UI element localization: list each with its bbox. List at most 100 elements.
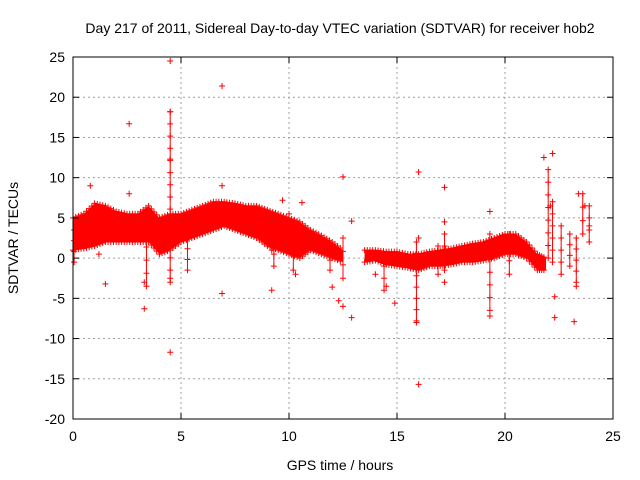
data-point	[545, 242, 552, 249]
data-point	[441, 279, 448, 286]
data-point	[145, 202, 152, 209]
data-point	[396, 249, 403, 256]
data-point	[448, 245, 454, 252]
data-point	[413, 261, 420, 268]
data-point	[234, 227, 241, 234]
x-tick-label: 10	[281, 428, 297, 444]
data-point	[107, 205, 114, 212]
data-point	[229, 225, 236, 232]
data-point	[545, 179, 552, 186]
data-point	[219, 182, 226, 189]
y-tick-label: -10	[45, 331, 65, 347]
data-point	[237, 228, 244, 235]
data-point	[506, 257, 513, 264]
data-point	[210, 226, 217, 233]
data-point	[549, 259, 556, 266]
data-point	[91, 243, 98, 250]
data-point	[277, 211, 284, 218]
data-point	[196, 231, 203, 238]
data-point	[566, 252, 573, 259]
data-point	[329, 284, 336, 291]
data-point	[94, 201, 101, 208]
data-point	[148, 205, 155, 212]
x-tick-label: 20	[497, 428, 513, 444]
data-point	[290, 267, 297, 274]
data-point	[253, 202, 260, 209]
data-point	[545, 166, 552, 173]
data-point	[275, 247, 282, 254]
data-point	[310, 228, 317, 235]
data-point	[315, 231, 322, 238]
data-point	[415, 169, 422, 176]
data-point	[418, 266, 425, 273]
data-point	[558, 235, 565, 241]
data-point	[294, 254, 301, 261]
data-point	[94, 242, 101, 249]
data-point	[413, 250, 420, 257]
data-point	[493, 254, 500, 261]
data-point	[180, 238, 187, 245]
data-point	[340, 261, 346, 268]
data-point	[191, 233, 198, 240]
data-point	[279, 197, 286, 204]
data-point	[404, 264, 411, 271]
data-point	[167, 230, 174, 237]
data-point	[183, 208, 190, 215]
data-point	[506, 244, 513, 251]
data-point	[566, 230, 573, 237]
data-point	[515, 252, 522, 259]
data-point	[566, 241, 573, 248]
data-point	[290, 253, 297, 260]
data-point	[99, 240, 106, 247]
data-point	[486, 208, 493, 215]
data-point	[318, 251, 325, 258]
data-point	[91, 200, 98, 207]
data-point	[558, 271, 565, 278]
data-point	[286, 251, 292, 258]
data-point	[340, 303, 346, 310]
data-point	[435, 257, 442, 264]
data-point	[573, 268, 580, 275]
data-point	[115, 209, 122, 216]
data-point	[518, 253, 525, 260]
data-point	[248, 232, 255, 239]
data-point	[531, 264, 538, 271]
data-point	[267, 244, 274, 251]
y-tick-label: -5	[53, 290, 66, 306]
data-point	[202, 201, 209, 208]
data-point	[549, 198, 556, 205]
data-point	[71, 248, 78, 255]
data-point	[205, 200, 211, 207]
data-point	[221, 222, 228, 229]
data-point	[87, 182, 94, 189]
data-point	[348, 314, 355, 321]
data-point	[413, 272, 420, 279]
data-point	[456, 243, 463, 250]
data-point	[423, 264, 430, 271]
data-point	[523, 255, 530, 262]
data-point	[199, 202, 206, 209]
y-tick-label: -15	[45, 371, 65, 387]
data-point	[448, 261, 454, 268]
data-point	[270, 239, 277, 246]
data-point	[161, 212, 168, 219]
data-point	[461, 242, 468, 249]
data-point	[277, 248, 284, 255]
data-point	[148, 242, 155, 249]
data-point	[275, 210, 282, 217]
data-point	[441, 184, 448, 191]
data-point	[327, 267, 334, 274]
data-point	[407, 265, 414, 272]
data-point	[337, 258, 344, 265]
data-point	[545, 217, 552, 224]
data-point	[506, 271, 513, 278]
data-point	[86, 244, 93, 251]
data-point	[526, 242, 533, 249]
data-point	[523, 239, 530, 246]
data-point	[184, 235, 191, 241]
data-point	[99, 202, 106, 209]
data-point	[268, 247, 275, 254]
data-point	[113, 208, 120, 215]
data-point	[512, 251, 519, 258]
